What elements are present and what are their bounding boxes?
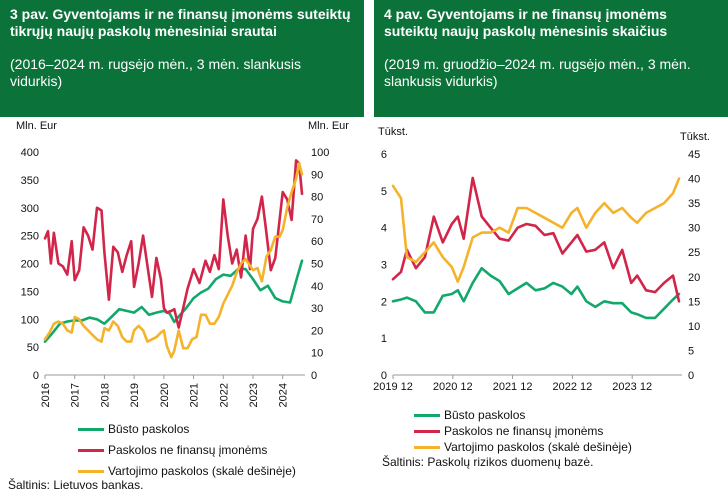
chart2-y-right-tick: 25 [688,247,700,259]
chart1-x-tick: 2019 [129,383,141,407]
chart2-source: Šaltinis: Paskolų rizikos duomenų bazė. [382,455,594,469]
chart1-x-tick: 2022 [218,383,230,407]
chart1-y-left-tick: 400 [21,147,39,159]
chart1-source: Šaltinis: Lietuvos bankas. [8,478,144,492]
legend-item-mortgage: Būsto paskolos [414,407,632,423]
chart1-header: 3 pav. Gyventojams ir ne finansų įmonėms… [0,0,364,117]
chart1-y-left-unit: Mln. Eur [16,120,57,132]
chart1-x-tick: 2020 [159,383,171,407]
chart1-y-left-tick: 0 [33,370,39,382]
legend-item-consumer: Vartojimo paskolos (skalė dešinėje) [414,439,632,455]
legend-swatch-red [414,429,440,433]
chart2-title: 4 pav. Gyventojams ir ne finansų įmonėms… [384,6,668,39]
chart2-legend: Būsto paskolos Paskolos ne finansų įmonė… [414,407,632,455]
chart2-y-right-tick: 10 [688,321,700,333]
chart2-y-left-tick: 6 [381,149,387,161]
chart1-y-left-tick: 200 [21,259,39,271]
chart2-y-left-tick: 3 [381,260,387,272]
chart1-y-left-tick: 100 [21,314,39,326]
chart1-y-right-tick: 100 [311,147,329,159]
chart1-y-right-tick: 70 [311,214,323,226]
chart1-y-right-tick: 40 [311,281,323,293]
chart2-subtitle: (2019 m. gruodžio–2024 m. rugsėjo mėn., … [384,56,691,89]
chart2-x-tick: 2020 12 [433,381,473,393]
chart1-y-right-tick: 10 [311,348,323,360]
chart1-series-green [43,259,304,343]
chart1-y-right-tick: 80 [311,192,323,204]
chart1-y-left-tick: 250 [21,231,39,243]
chart2-series-green [391,266,681,320]
chart2-y-left-unit: Tūkst. [378,126,408,138]
chart1-x-tick: 2024 [278,383,290,407]
chart1-series-orange [43,161,304,359]
legend-label: Vartojimo paskolos (skalė dešinėje) [108,464,296,478]
legend-swatch-orange [414,445,440,449]
chart1-x-tick: 2023 [248,383,260,407]
legend-label: Paskolos ne finansų įmonėms [108,443,268,457]
chart2-y-right-tick: 0 [688,370,694,382]
chart1-y-left-tick: 150 [21,286,39,298]
chart2-x-tick: 2022 12 [553,381,593,393]
chart2-y-right-tick: 5 [688,345,694,357]
chart2-y-left-tick: 5 [381,186,387,198]
chart1-x-tick: 2021 [189,383,201,407]
legend-item-consumer: Vartojimo paskolos (skalė dešinėje) [78,461,296,482]
chart2-y-right-unit: Tūkst. [680,131,710,143]
chart1-y-right-tick: 60 [311,236,323,248]
chart1-x-tick: 2017 [70,383,82,407]
chart2-series-orange [391,177,681,284]
chart1-y-right-tick: 30 [311,303,323,315]
chart2-series-red [391,176,681,303]
chart1-legend: Būsto paskolos Paskolos ne finansų įmonė… [78,419,296,482]
chart1-y-left-tick: 50 [27,342,39,354]
chart2-x-tick: 2019 12 [373,381,413,393]
chart2-y-right-tick: 45 [688,149,700,161]
legend-swatch-red [78,449,104,452]
chart2-y-right-tick: 15 [688,296,700,308]
chart2-y-left-tick: 0 [381,370,387,382]
legend-swatch-green [414,413,440,417]
chart2-y-right-tick: 40 [688,174,700,186]
legend-label: Vartojimo paskolos (skalė dešinėje) [444,440,632,454]
chart1-x-tick: 2018 [99,383,111,407]
chart1-y-right-tick: 50 [311,259,323,271]
legend-swatch-orange [78,470,104,473]
legend-swatch-green [78,428,104,431]
chart2-y-left-tick: 1 [381,333,387,345]
chart2-x-tick: 2021 12 [493,381,533,393]
chart2-x-tick: 2023 12 [612,381,652,393]
chart1-y-left-tick: 350 [21,175,39,187]
chart2-y-right-tick: 35 [688,198,700,210]
legend-label: Būsto paskolos [444,408,526,422]
chart2-y-left-tick: 2 [381,296,387,308]
legend-item-mortgage: Būsto paskolos [78,419,296,440]
chart1-title: 3 pav. Gyventojams ir ne finansų įmonėms… [10,6,351,39]
chart1-series-red [43,159,304,329]
chart2-header: 4 pav. Gyventojams ir ne finansų įmonėms… [374,0,728,117]
legend-item-business: Paskolos ne finansų įmonėms [78,440,296,461]
chart1-x-tick: 2016 [40,383,52,407]
chart2-y-right-tick: 30 [688,223,700,235]
chart1-y-right-tick: 0 [311,370,317,382]
chart2-y-right-tick: 20 [688,272,700,284]
legend-item-business: Paskolos ne finansų įmonėms [414,423,632,439]
chart1-subtitle: (2016–2024 m. rugsėjo mėn., 3 mėn. slank… [10,56,302,89]
legend-label: Būsto paskolos [108,422,190,436]
chart2-y-left-tick: 4 [381,223,387,235]
chart1-y-left-tick: 300 [21,203,39,215]
legend-label: Paskolos ne finansų įmonėms [444,424,604,438]
chart1-y-right-tick: 20 [311,325,323,337]
chart1-y-right-tick: 90 [311,169,323,181]
chart1-y-right-unit: Mln. Eur [308,120,349,132]
